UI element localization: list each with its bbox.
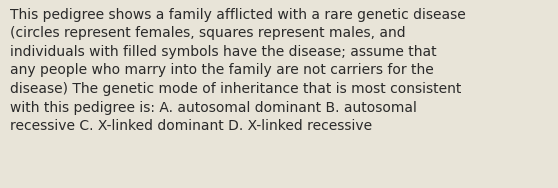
Text: This pedigree shows a family afflicted with a rare genetic disease
(circles repr: This pedigree shows a family afflicted w…: [10, 8, 466, 133]
